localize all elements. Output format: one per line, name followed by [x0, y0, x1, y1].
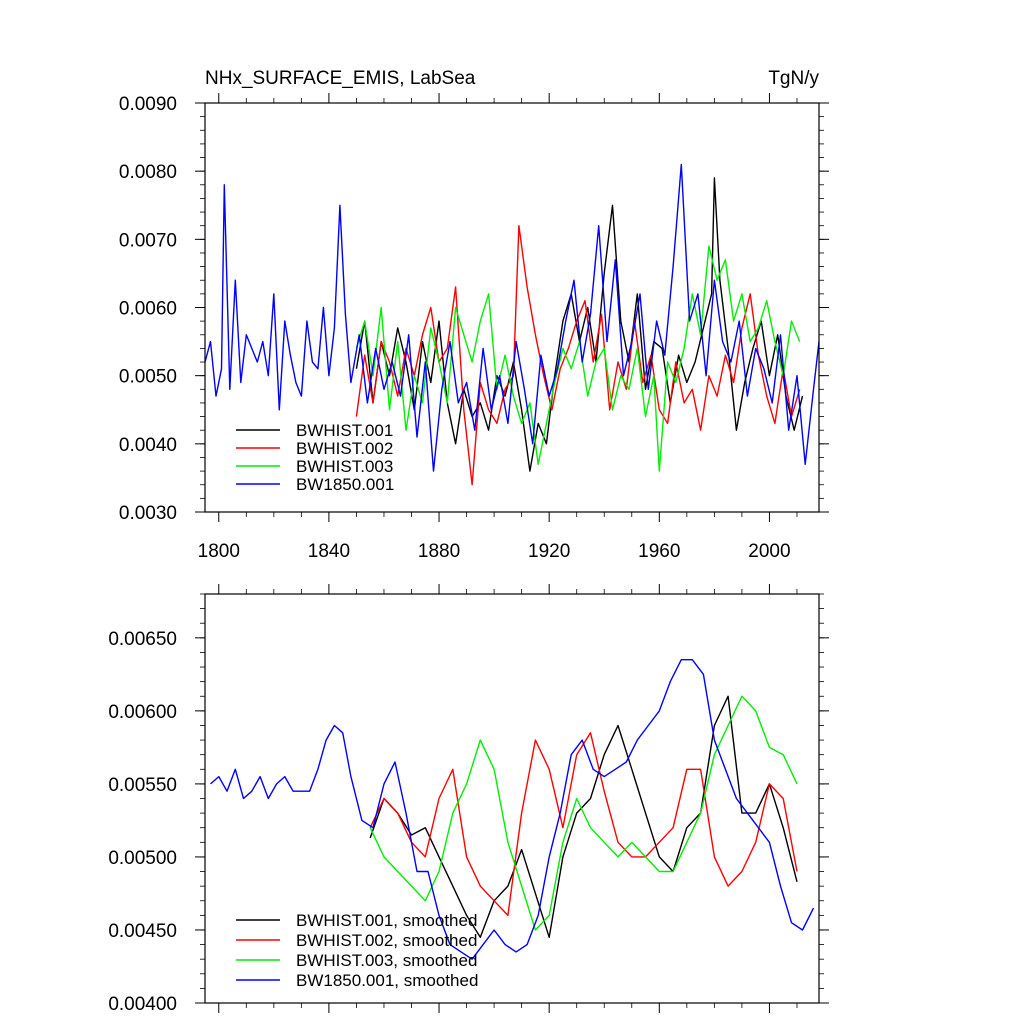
top-legend-label-3: BWHIST.003 — [296, 457, 393, 476]
bottom-ytick-label: 0.00400 — [108, 994, 177, 1015]
top-series-line-1 — [355, 177, 804, 472]
top-ytick-label: 0.0030 — [119, 503, 177, 524]
top-series-line-2 — [355, 224, 801, 486]
bottom-ytick-label: 0.00450 — [108, 921, 177, 942]
bottom-series-lines — [210, 659, 815, 960]
bottom-ytick-label: 0.00650 — [108, 629, 177, 650]
top-xtick-label: 1800 — [198, 541, 240, 562]
top-xtick-label: 1960 — [638, 541, 680, 562]
top-legend-label-4: BW1850.001 — [296, 475, 394, 494]
top-axis-ticks — [195, 93, 829, 522]
bottom-ytick-label: 0.00500 — [108, 848, 177, 869]
bottom-ytick-label: 0.00600 — [108, 702, 177, 723]
top-xtick-label: 1840 — [308, 541, 350, 562]
top-ytick-label: 0.0060 — [119, 299, 177, 320]
top-tick-labels: 1800 1840 1880 1920 1960 2000 0.0030 0.0040 0.00… — [119, 94, 791, 562]
bottom-legend-label-1: BWHIST.001, smoothed — [296, 911, 477, 930]
top-chart-units: TgN/y — [768, 68, 819, 89]
top-chart-title: NHx_SURFACE_EMIS, LabSea — [205, 68, 476, 89]
top-legend-label-1: BWHIST.001 — [296, 421, 393, 440]
top-xtick-label: 2000 — [748, 541, 790, 562]
bottom-legend-label-2: BWHIST.002, smoothed — [296, 931, 477, 950]
top-ytick-label: 0.0090 — [119, 94, 177, 115]
bottom-legend-label-3: BWHIST.003, smoothed — [296, 951, 477, 970]
top-ytick-label: 0.0040 — [119, 435, 177, 456]
top-ytick-label: 0.0050 — [119, 367, 177, 388]
top-ytick-label: 0.0080 — [119, 162, 177, 183]
chart-top-panel: 1800 1840 1880 1920 1960 2000 0.0030 0.0040 0.00… — [119, 68, 829, 562]
bottom-ytick-label: 0.00550 — [108, 775, 177, 796]
top-ytick-label: 0.0070 — [119, 230, 177, 251]
top-xtick-label: 1880 — [418, 541, 460, 562]
top-series-line-4 — [204, 163, 820, 472]
top-xtick-label: 1920 — [528, 541, 570, 562]
bottom-axis-ticks — [195, 584, 829, 1013]
top-legend-label-2: BWHIST.002 — [296, 439, 393, 458]
bottom-series-line-3 — [369, 695, 798, 931]
top-series-lines — [204, 163, 820, 486]
chart-bottom-panel: 0.00400 0.00450 0.00500 0.00550 0.00600 0.006… — [108, 584, 829, 1015]
bottom-series-line-4 — [210, 659, 815, 960]
bottom-legend-label-4: BW1850.001, smoothed — [296, 971, 478, 990]
bottom-tick-labels: 0.00400 0.00450 0.00500 0.00550 0.00600 0.006… — [108, 629, 177, 1015]
